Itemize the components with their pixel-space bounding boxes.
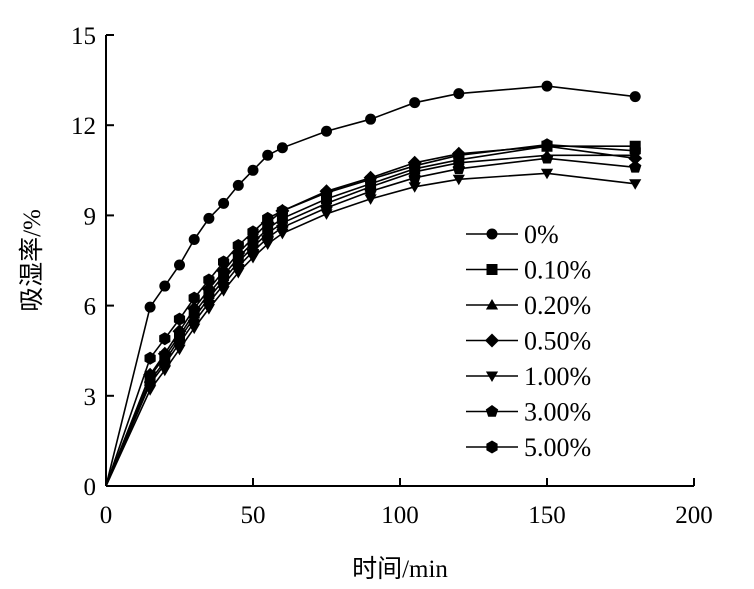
x-tick-label: 150 [528, 502, 566, 529]
data-point [453, 88, 465, 100]
legend-entry: 1.00% [466, 362, 591, 391]
x-tick-label: 200 [675, 502, 713, 529]
data-point [232, 179, 244, 191]
legend-entry: 0% [466, 220, 559, 249]
y-axis-title: 吸湿率/% [18, 209, 46, 312]
x-tick-label: 100 [381, 502, 419, 529]
data-point [364, 194, 377, 205]
data-point [453, 148, 465, 162]
data-point [320, 201, 333, 214]
legend-marker [485, 299, 499, 310]
y-tick-label: 12 [71, 113, 96, 140]
data-point [203, 212, 215, 224]
legend-label: 3.00% [524, 398, 591, 427]
data-point [201, 282, 216, 297]
data-point [541, 80, 553, 92]
data-point [159, 280, 171, 292]
data-point [218, 255, 230, 269]
x-tick-label: 0 [100, 502, 113, 529]
data-point [321, 125, 332, 137]
legend-label: 1.00% [524, 362, 591, 391]
legend-marker [486, 264, 498, 275]
data-point [187, 301, 202, 316]
y-tick-label: 0 [84, 474, 97, 501]
data-point [172, 324, 187, 339]
y-tick-label: 15 [71, 23, 96, 50]
data-point [452, 162, 465, 175]
legend: 0% 0.10% 0.20% 0.50% 1.00% 3.00% 5.00% [466, 220, 591, 462]
x-tick-label: 50 [241, 502, 266, 529]
data-point [629, 91, 641, 103]
legend-label: 0% [524, 220, 559, 249]
series-layer [105, 80, 643, 487]
data-point [629, 179, 642, 190]
data-point [629, 144, 641, 158]
data-point [247, 225, 259, 239]
data-point [188, 315, 201, 328]
data-point [218, 197, 230, 209]
data-point [202, 296, 216, 308]
legend-marker [485, 333, 499, 348]
data-point [629, 160, 642, 173]
data-point [144, 301, 156, 313]
y-tick-label: 6 [84, 294, 97, 321]
legend-label: 5.00% [524, 433, 591, 462]
data-point [173, 336, 186, 349]
data-point [173, 312, 186, 326]
data-point [217, 278, 230, 290]
data-point [203, 273, 215, 287]
data-point [364, 184, 377, 197]
x-axis-title: 时间/min [352, 555, 448, 583]
data-point [365, 172, 377, 186]
series-1 [105, 80, 641, 487]
data-point [408, 182, 421, 193]
data-point [452, 174, 465, 186]
data-point [159, 332, 171, 346]
data-point [365, 113, 377, 125]
legend-entry: 5.00% [466, 433, 591, 462]
legend-marker [485, 405, 499, 417]
data-point [143, 377, 157, 389]
data-point [409, 159, 421, 173]
legend-entry: 0.10% [466, 256, 591, 285]
data-point [262, 149, 274, 161]
series-7 [105, 138, 641, 487]
legend-marker [485, 371, 499, 382]
data-point [276, 142, 288, 154]
legend-entry: 3.00% [466, 398, 591, 427]
legend-label: 0.10% [524, 256, 591, 285]
series-6 [105, 151, 642, 487]
data-point [540, 151, 554, 164]
data-point [174, 259, 185, 271]
data-point [262, 211, 274, 225]
data-point [246, 245, 260, 257]
data-point [409, 97, 421, 109]
data-point [541, 138, 553, 152]
data-point [276, 204, 288, 218]
data-point [232, 260, 245, 272]
legend-marker [486, 440, 498, 454]
legend-label: 0.20% [524, 291, 591, 320]
data-point [276, 220, 289, 233]
legend-entry: 0.50% [466, 327, 591, 356]
data-point [157, 346, 172, 361]
legend-marker [486, 228, 498, 240]
data-point [158, 357, 171, 370]
data-point [320, 186, 333, 200]
legend-label: 0.50% [524, 327, 591, 356]
data-point [188, 291, 200, 305]
data-point [247, 164, 259, 176]
data-point [261, 231, 274, 244]
data-point [188, 233, 200, 245]
data-point [232, 239, 244, 252]
data-point [144, 351, 156, 365]
y-tick-label: 9 [84, 203, 97, 230]
legend-entry: 0.20% [466, 291, 591, 320]
y-tick-label: 3 [84, 384, 97, 411]
data-point [540, 168, 554, 180]
data-point [408, 171, 421, 184]
